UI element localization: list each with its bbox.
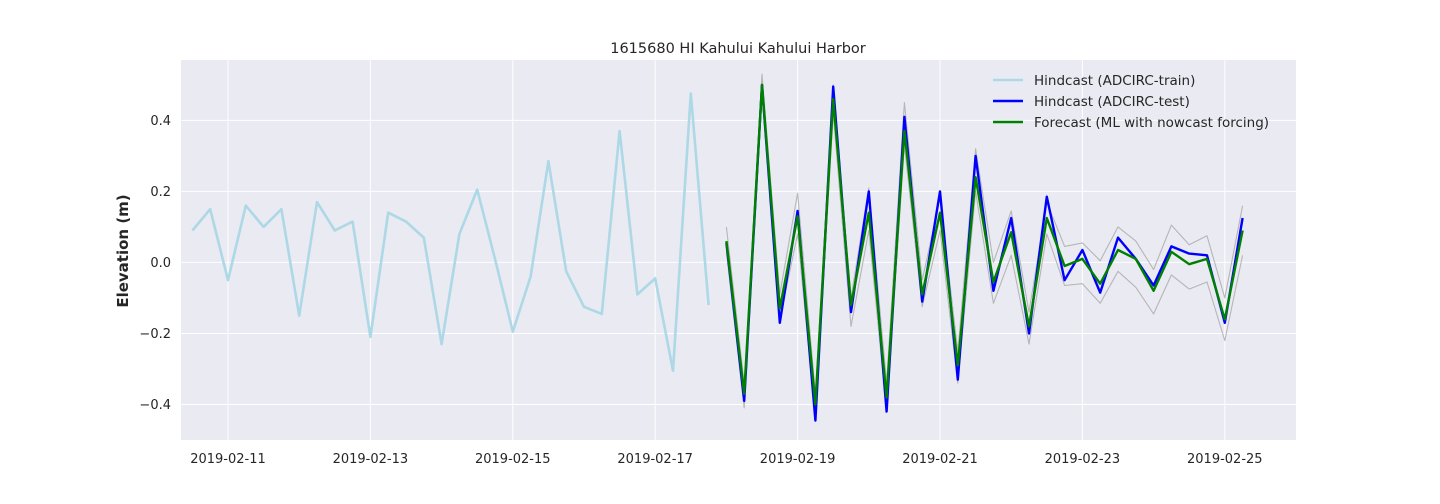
series-lines — [191, 83, 1244, 422]
y-axis-label: Elevation (m) — [114, 194, 132, 307]
chart-title: 1615680 HI Kahului Kahului Harbor — [610, 41, 866, 57]
y-tick-label: 0.4 — [150, 114, 171, 129]
plot-background — [181, 60, 1296, 440]
x-tick-label: 2019-02-13 — [333, 452, 409, 467]
y-tick-label: −0.2 — [139, 327, 171, 342]
series-line-forecast — [725, 83, 1244, 406]
y-axis-ticks: −0.4 −0.2 0.0 0.2 0.4 — [139, 114, 171, 413]
x-tick-label: 2019-02-25 — [1187, 452, 1263, 467]
legend: Hindcast (ADCIRC-train) Hindcast (ADCIRC-… — [993, 73, 1269, 131]
legend-label: Forecast (ML with nowcast forcing) — [1034, 115, 1269, 131]
x-tick-label: 2019-02-19 — [760, 452, 836, 467]
x-tick-label: 2019-02-23 — [1045, 452, 1121, 467]
uncertainty-bound-line — [725, 73, 1244, 395]
legend-label: Hindcast (ADCIRC-train) — [1034, 73, 1195, 89]
y-tick-label: −0.4 — [139, 398, 171, 413]
x-tick-label: 2019-02-15 — [475, 452, 551, 467]
x-tick-label: 2019-02-21 — [902, 452, 978, 467]
x-tick-label: 2019-02-17 — [617, 452, 693, 467]
x-tick-label: 2019-02-11 — [190, 452, 266, 467]
x-axis-ticks: 2019-02-11 2019-02-13 2019-02-15 2019-02-17… — [190, 452, 1262, 467]
y-tick-label: 0.0 — [150, 256, 171, 271]
legend-label: Hindcast (ADCIRC-test) — [1034, 94, 1190, 110]
y-tick-label: 0.2 — [150, 185, 171, 200]
series-line-train — [191, 92, 710, 373]
